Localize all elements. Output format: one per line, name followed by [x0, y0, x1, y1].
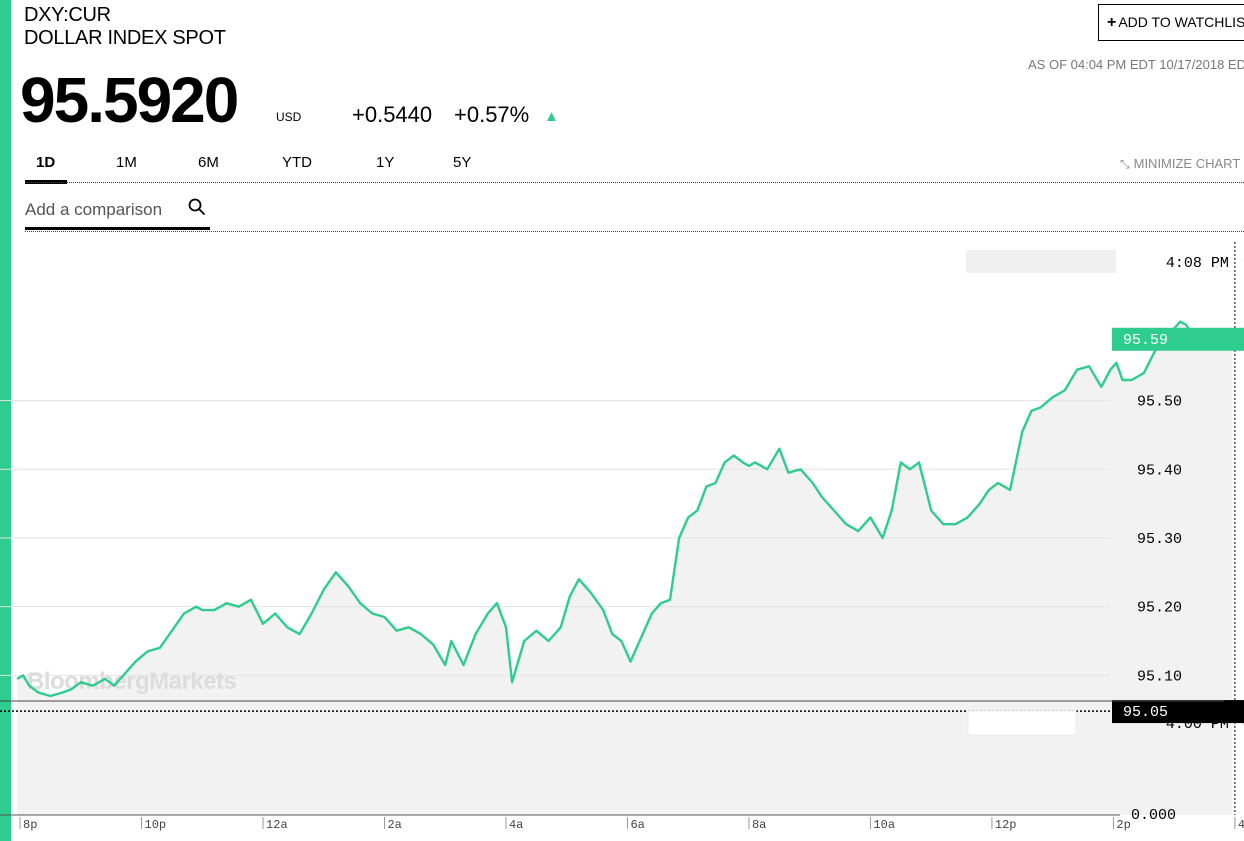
as-of-timestamp: AS OF 04:04 PM EDT 10/17/2018 EDT: [1028, 57, 1244, 72]
volume-tooltip-box: [967, 710, 1077, 736]
plus-icon: +: [1107, 14, 1117, 31]
x-tick-label: 8p: [23, 818, 37, 832]
triangle-up-icon: ▲: [544, 108, 559, 125]
currency-label: USD: [276, 110, 302, 124]
price-change-percent: +0.57%: [454, 102, 530, 127]
y-tick-label: 95.40: [1137, 462, 1182, 479]
last-price-tag-box: [1112, 327, 1244, 351]
x-tick-label: 2a: [387, 818, 401, 832]
x-tick-label: 12a: [266, 818, 288, 832]
bloomberg-watermark: BloombergMarkets: [27, 668, 237, 695]
search-divider: [25, 231, 1244, 232]
minimize-chart-label: MINIMIZE CHART: [1133, 156, 1241, 171]
volume-axis-label: 0.000: [1131, 807, 1176, 824]
last-price: 95.5920: [20, 64, 239, 136]
y-tick-label: 95.30: [1137, 531, 1182, 548]
minimize-chart-button[interactable]: ⤡ MINIMIZE CHART: [1120, 156, 1240, 172]
price-change: +0.5440: [352, 102, 433, 127]
x-tick-label: 10a: [873, 818, 895, 832]
tab-6m[interactable]: 6M: [198, 154, 219, 171]
previous-close-tag-box: [1112, 700, 1244, 724]
price-area-fill: [17, 321, 1232, 815]
tab-1m[interactable]: 1M: [116, 154, 137, 171]
x-tick-label: 2p: [1116, 818, 1130, 832]
volume-time-label: 4:00 PM: [1166, 716, 1229, 733]
minimize-arrows-icon: ⤡: [1120, 157, 1130, 171]
crosshair-time-label: 4:08 PM: [1166, 255, 1229, 272]
comparison-search-input[interactable]: [25, 192, 210, 230]
tab-5y[interactable]: 5Y: [453, 154, 472, 171]
y-tick-label: 95.20: [1137, 600, 1182, 617]
x-tick-label: 10p: [145, 818, 167, 832]
price-series-line: [16, 320, 1233, 698]
tabs-divider: [25, 182, 1244, 183]
tab-1d[interactable]: 1D: [36, 154, 56, 171]
x-tick-label: 8a: [752, 818, 766, 832]
x-tick-label: 4a: [509, 818, 523, 832]
search-icon[interactable]: [188, 198, 206, 216]
last-price-tag-label: 95.59: [1123, 332, 1168, 349]
x-tick-label: 6a: [630, 818, 644, 832]
add-to-watchlist-button[interactable]: + ADD TO WATCHLIST: [1098, 4, 1244, 41]
tab-ytd[interactable]: YTD: [282, 154, 312, 171]
x-tick-label: 4p: [1238, 818, 1244, 832]
y-tick-label: 95.50: [1137, 394, 1182, 411]
add-to-watchlist-label: ADD TO WATCHLIST: [1118, 14, 1244, 30]
crosshair-tooltip-box: [966, 250, 1116, 273]
y-tick-label: 95.10: [1137, 668, 1182, 685]
tab-1y[interactable]: 1Y: [376, 154, 395, 171]
volume-value-label: 0: [1243, 716, 1244, 733]
ticker-symbol: DXY:CUR: [24, 4, 111, 26]
previous-close-tag-label: 95.05: [1123, 704, 1168, 721]
x-tick-label: 12p: [995, 818, 1017, 832]
accent-bar: [0, 0, 11, 841]
security-name: DOLLAR INDEX SPOT: [24, 27, 226, 49]
crosshair-value-label: 95.59: [1243, 255, 1244, 272]
